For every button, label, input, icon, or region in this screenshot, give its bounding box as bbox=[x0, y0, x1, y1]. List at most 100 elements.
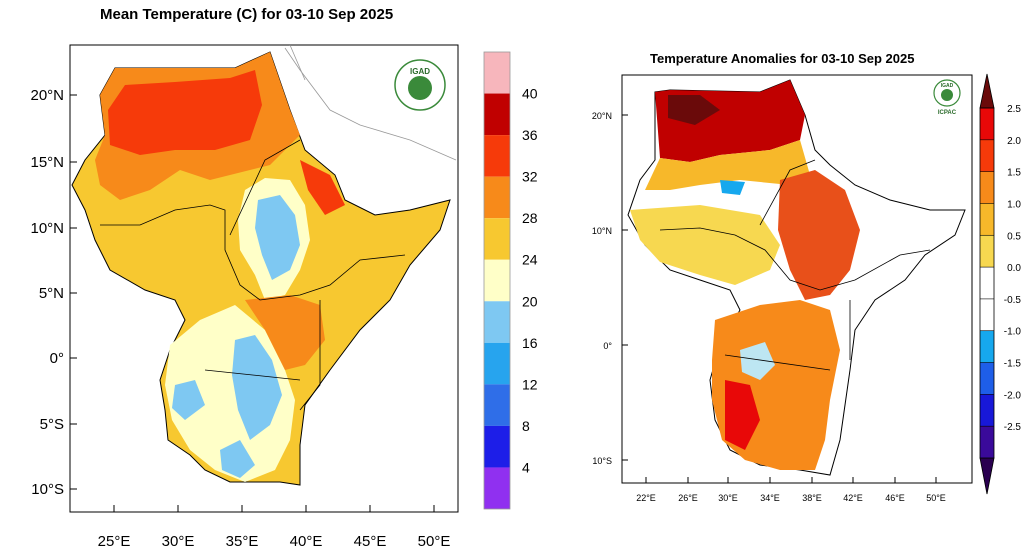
lat-tick-label: 5°N bbox=[39, 285, 64, 302]
colorbar-label: 0.5 bbox=[1007, 231, 1021, 242]
left-lat-axis: 20°N 15°N 10°N 5°N 0° 5°S 10°S bbox=[30, 87, 77, 498]
colorbar-swatch bbox=[980, 171, 994, 204]
lat-tick-label: 20°N bbox=[592, 111, 612, 121]
lon-tick-label: 46°E bbox=[885, 493, 905, 503]
colorbar-swatch bbox=[980, 203, 994, 236]
lon-tick-label: 34°E bbox=[760, 493, 780, 503]
lat-tick-label: 0° bbox=[50, 350, 64, 367]
right-map-title: Temperature Anomalies for 03-10 Sep 2025 bbox=[650, 51, 915, 66]
right-internal-borders bbox=[659, 227, 931, 291]
colorbar-swatch bbox=[484, 218, 510, 260]
colorbar-swatch bbox=[484, 259, 510, 302]
lon-tick-label: 38°E bbox=[802, 493, 822, 503]
colorbar-label: 12 bbox=[522, 376, 538, 392]
lat-tick-label: 10°S bbox=[592, 456, 612, 466]
lat-tick-label: 20°N bbox=[30, 87, 64, 104]
left-red-core bbox=[108, 70, 262, 155]
left-map: IGAD 20°N 15°N 10°N 5°N 0° 5°S 10°S 25°E 30°E 35… bbox=[30, 44, 538, 550]
colorbar-label: 32 bbox=[522, 169, 538, 185]
right-internal-borders-4 bbox=[724, 354, 831, 371]
colorbar-frame bbox=[483, 51, 511, 510]
colorbar-label: 20 bbox=[522, 293, 538, 309]
lon-tick-label: 22°E bbox=[636, 493, 656, 503]
lon-tick-label: 30°E bbox=[162, 533, 195, 550]
colorbar-label: 1.0 bbox=[1007, 199, 1021, 210]
left-colorbar: 40 36 32 28 24 20 16 12 8 4 bbox=[483, 51, 538, 510]
colorbar-swatch bbox=[980, 139, 994, 172]
right-north-warm bbox=[645, 140, 810, 190]
colorbar-label: 28 bbox=[522, 210, 538, 226]
lon-tick-label: 50°E bbox=[926, 493, 946, 503]
left-igad-logo: IGAD bbox=[394, 59, 446, 111]
colorbar-label: 24 bbox=[522, 252, 538, 268]
colorbar-label: -0.5 bbox=[1004, 295, 1022, 306]
lat-tick-label: 5°S bbox=[40, 416, 64, 433]
left-outside-border bbox=[284, 47, 457, 161]
left-internal-borders bbox=[100, 204, 406, 301]
colorbar-swatch bbox=[980, 426, 994, 458]
lon-tick-label: 42°E bbox=[843, 493, 863, 503]
colorbar-max-arrow bbox=[979, 73, 995, 109]
colorbar-label: 0.0 bbox=[1007, 263, 1021, 274]
colorbar-swatch bbox=[484, 384, 510, 426]
colorbar-label: 16 bbox=[522, 335, 538, 351]
colorbar-swatch bbox=[484, 52, 510, 94]
colorbar-label: -2.0 bbox=[1004, 390, 1022, 401]
right-colorbar: 2.5 2.0 1.5 1.0 0.5 0.0 -0.5 -1.0 -1.5 -2.0 -2.5 bbox=[979, 73, 1022, 495]
right-igad-logo: IGAD ICPAC bbox=[933, 79, 961, 116]
colorbar-swatch bbox=[484, 467, 510, 509]
colorbar-swatch bbox=[980, 394, 994, 427]
colorbar-label: -1.5 bbox=[1004, 359, 1022, 370]
right-south-hot bbox=[725, 380, 760, 450]
lon-tick-label: 26°E bbox=[678, 493, 698, 503]
colorbar-min-arrow bbox=[979, 457, 995, 495]
lat-tick-label: 10°S bbox=[31, 481, 64, 498]
colorbar-swatch bbox=[980, 108, 994, 140]
lon-tick-label: 30°E bbox=[718, 493, 738, 503]
colorbar-label: 8 bbox=[522, 418, 530, 434]
lat-tick-label: 0° bbox=[603, 341, 612, 351]
colorbar-swatch bbox=[484, 342, 510, 385]
right-logo-subtext: ICPAC bbox=[938, 110, 957, 116]
colorbar-label: -1.0 bbox=[1004, 327, 1022, 338]
colorbar-label: 36 bbox=[522, 127, 538, 143]
lon-tick-label: 50°E bbox=[418, 533, 451, 550]
left-logo-text: IGAD bbox=[410, 67, 430, 76]
lon-tick-label: 25°E bbox=[98, 533, 131, 550]
left-lake-cool bbox=[172, 380, 205, 420]
lat-tick-label: 10°N bbox=[592, 226, 612, 236]
left-internal-borders-3 bbox=[299, 300, 321, 411]
right-darkest-north bbox=[668, 95, 720, 125]
right-lat-axis: 20°N 10°N 0° 10°S bbox=[592, 111, 628, 466]
right-ethiopia-warm bbox=[778, 170, 860, 300]
colorbar-swatch bbox=[980, 298, 994, 331]
left-central-warm bbox=[245, 295, 325, 370]
colorbar-label: 2.5 bbox=[1007, 104, 1021, 115]
colorbar-swatch bbox=[980, 235, 994, 268]
colorbar-swatch bbox=[980, 267, 994, 299]
colorbar-swatch bbox=[484, 135, 510, 177]
colorbar-label: 40 bbox=[522, 86, 538, 102]
colorbar-label: 2.0 bbox=[1007, 136, 1021, 147]
colorbar-swatch bbox=[484, 93, 510, 136]
right-lon-axis: 22°E 26°E 30°E 34°E 38°E 42°E 46°E 50°E bbox=[636, 477, 946, 503]
lat-tick-label: 15°N bbox=[30, 154, 64, 171]
left-south-cool bbox=[232, 335, 282, 440]
left-south-cool-2 bbox=[220, 440, 255, 478]
colorbar-label: -2.5 bbox=[1004, 422, 1022, 433]
left-lon-axis: 25°E 30°E 35°E 40°E 45°E 50°E bbox=[98, 505, 451, 550]
colorbar-swatch bbox=[484, 301, 510, 343]
colorbar-swatch bbox=[980, 362, 994, 395]
lon-tick-label: 40°E bbox=[290, 533, 323, 550]
right-central-pale bbox=[630, 205, 780, 285]
lon-tick-label: 35°E bbox=[226, 533, 259, 550]
left-outside-border-2 bbox=[289, 44, 306, 81]
left-highlands-cool bbox=[255, 195, 300, 280]
left-internal-borders-2 bbox=[229, 139, 301, 236]
left-map-title: Mean Temperature (C) for 03-10 Sep 2025 bbox=[100, 6, 394, 23]
left-coast-hot bbox=[300, 160, 345, 215]
right-cool-patch bbox=[720, 180, 745, 195]
colorbar-swatch bbox=[980, 330, 994, 363]
right-logo-text: IGAD bbox=[941, 83, 954, 89]
